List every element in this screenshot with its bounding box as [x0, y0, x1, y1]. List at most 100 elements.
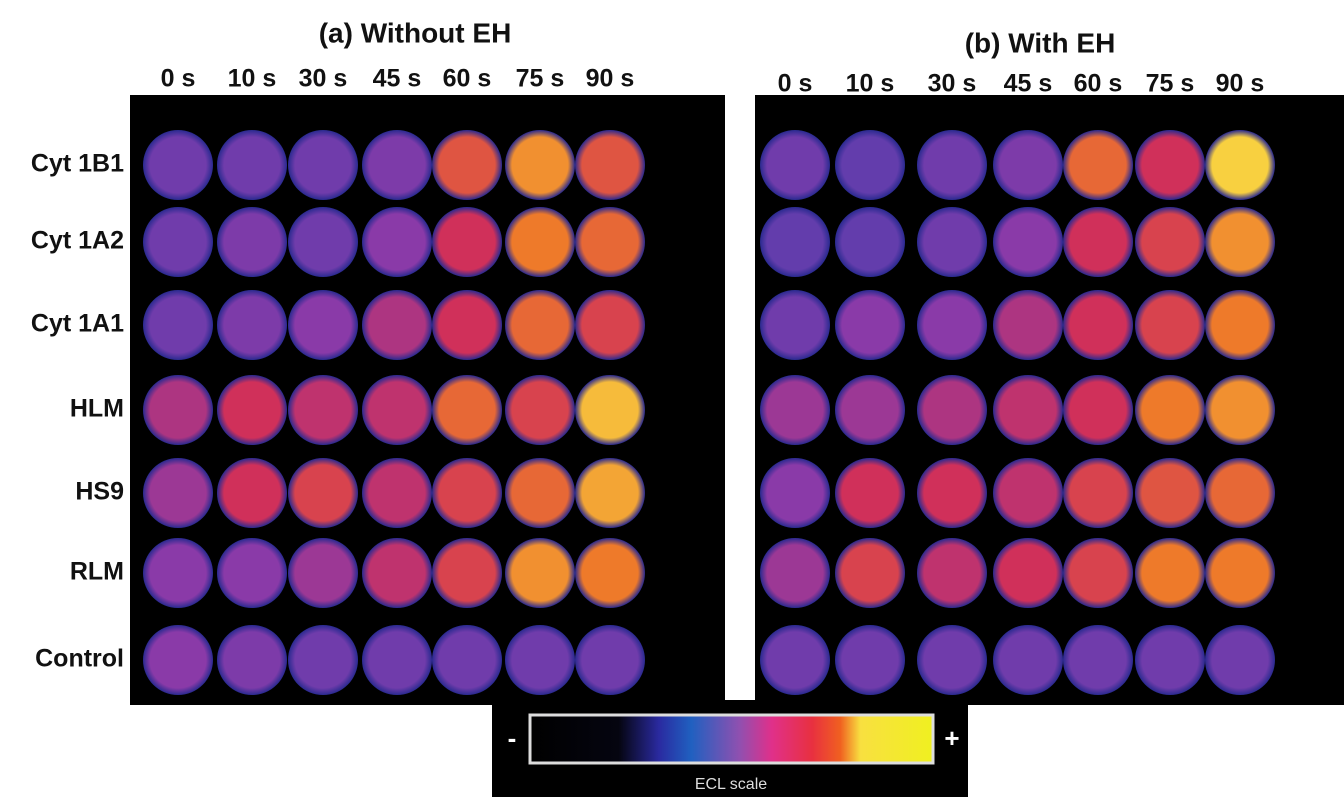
ecl-spot [917, 625, 987, 695]
ecl-spot [760, 207, 830, 277]
time-label: 90 s [1216, 70, 1265, 98]
time-label: 10 s [228, 65, 277, 93]
ecl-spot [993, 538, 1063, 608]
ecl-spot [217, 290, 287, 360]
ecl-spot [835, 625, 905, 695]
ecl-spot [288, 538, 358, 608]
ecl-spot [362, 290, 432, 360]
ecl-spot [575, 375, 645, 445]
ecl-spot [1205, 375, 1275, 445]
ecl-spot [362, 625, 432, 695]
ecl-spot [143, 458, 213, 528]
ecl-spot [760, 130, 830, 200]
ecl-spot [1135, 375, 1205, 445]
time-label: 0 s [161, 65, 196, 93]
ecl-spot [760, 625, 830, 695]
ecl-spot [362, 538, 432, 608]
ecl-spot [432, 538, 502, 608]
time-label: 60 s [443, 65, 492, 93]
row-label: Control [35, 645, 124, 673]
ecl-spot [993, 290, 1063, 360]
ecl-spot [575, 538, 645, 608]
ecl-spot [993, 375, 1063, 445]
ecl-spot [217, 375, 287, 445]
ecl-spot [760, 375, 830, 445]
scale-min: - [508, 723, 517, 753]
ecl-spot [1063, 290, 1133, 360]
ecl-spot [362, 130, 432, 200]
ecl-spot [432, 375, 502, 445]
ecl-spot [288, 375, 358, 445]
time-label: 0 s [778, 70, 813, 98]
ecl-spot [505, 538, 575, 608]
ecl-spot [917, 458, 987, 528]
ecl-spot [993, 625, 1063, 695]
ecl-spot [505, 207, 575, 277]
ecl-spot [217, 458, 287, 528]
ecl-spot [1205, 625, 1275, 695]
ecl-spot [432, 130, 502, 200]
ecl-spot [1063, 130, 1133, 200]
ecl-spot [1063, 375, 1133, 445]
ecl-spot [432, 207, 502, 277]
ecl-spot [1135, 458, 1205, 528]
ecl-spot [835, 538, 905, 608]
ecl-spot [1063, 458, 1133, 528]
ecl-spot [505, 625, 575, 695]
ecl-spot [1205, 290, 1275, 360]
time-label: 75 s [1146, 70, 1195, 98]
ecl-spot [217, 538, 287, 608]
ecl-spot [432, 458, 502, 528]
ecl-spot [143, 207, 213, 277]
time-label: 30 s [928, 70, 977, 98]
ecl-spot [575, 290, 645, 360]
row-label: Cyt 1A1 [31, 310, 124, 338]
ecl-spot [575, 458, 645, 528]
ecl-spot [362, 207, 432, 277]
time-label: 60 s [1074, 70, 1123, 98]
time-label: 90 s [586, 65, 635, 93]
ecl-spot [143, 538, 213, 608]
ecl-spot [432, 290, 502, 360]
figure: - + ECL scale (a) Without EH0 s10 s30 s4… [0, 0, 1344, 797]
time-label: 45 s [1004, 70, 1053, 98]
ecl-spot [1063, 538, 1133, 608]
ecl-spot [1205, 207, 1275, 277]
panel-title: (a) Without EH [319, 17, 512, 48]
ecl-spot [993, 130, 1063, 200]
ecl-spot [362, 375, 432, 445]
time-label: 75 s [516, 65, 565, 93]
ecl-spot [835, 375, 905, 445]
ecl-spot [760, 538, 830, 608]
scale-max: + [944, 723, 959, 753]
time-label: 10 s [846, 70, 895, 98]
ecl-spot [288, 290, 358, 360]
ecl-spot [917, 130, 987, 200]
scale-bar [530, 715, 933, 763]
ecl-spot [288, 458, 358, 528]
ecl-spot [917, 375, 987, 445]
ecl-spot [1135, 207, 1205, 277]
ecl-spot [1135, 290, 1205, 360]
ecl-spot [217, 130, 287, 200]
ecl-spot [143, 130, 213, 200]
row-label: HS9 [75, 478, 124, 506]
ecl-spot [217, 625, 287, 695]
ecl-spot [993, 458, 1063, 528]
ecl-spot [505, 290, 575, 360]
ecl-spot [917, 207, 987, 277]
ecl-spot [143, 375, 213, 445]
ecl-spot [217, 207, 287, 277]
row-label: RLM [70, 558, 124, 586]
ecl-spot [505, 130, 575, 200]
ecl-spot [575, 625, 645, 695]
ecl-spot [835, 458, 905, 528]
panel-title: (b) With EH [965, 27, 1116, 58]
ecl-spot [1135, 625, 1205, 695]
ecl-spot [835, 130, 905, 200]
ecl-spot [1135, 130, 1205, 200]
ecl-spot [432, 625, 502, 695]
ecl-spot [505, 375, 575, 445]
ecl-spot [1063, 625, 1133, 695]
ecl-spot [143, 290, 213, 360]
